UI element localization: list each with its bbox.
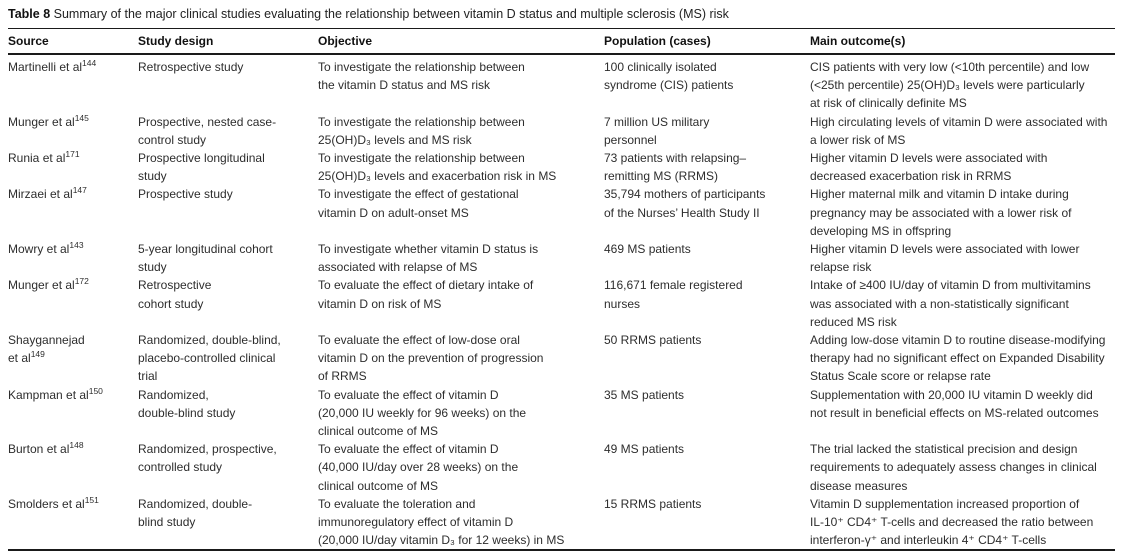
- citation-ref: 143: [69, 240, 84, 251]
- objective-cell: To evaluate the toleration and immunoreg…: [318, 496, 565, 548]
- table-row: Runia et al171 Prospective longitudinal s…: [8, 149, 1115, 185]
- column-header-objective: Objective: [318, 28, 604, 55]
- table-title-text: Summary of the major clinical studies ev…: [50, 7, 729, 21]
- outcome-cell: The trial lacked the statistical precisi…: [810, 442, 1097, 493]
- source-name: Burton et al: [8, 442, 70, 457]
- population-cell: 7 million US military personnel: [604, 114, 710, 147]
- study-design-cell: Retrospective cohort study: [138, 278, 212, 311]
- source-name: Shaygannejad et al: [8, 333, 85, 366]
- source-cell: Mowry et al143: [8, 240, 138, 276]
- outcome-cell: Adding low-dose vitamin D to routine dis…: [810, 333, 1106, 384]
- source-name: Mowry et al: [8, 242, 70, 257]
- population-cell: 73 patients with relapsing– remitting MS…: [604, 151, 747, 184]
- outcome-cell: Higher vitamin D levels were associated …: [810, 151, 1048, 184]
- source-cell: Runia et al171: [8, 149, 138, 185]
- column-header-main-outcome: Main outcome(s): [810, 28, 1115, 55]
- source-cell: Burton et al148: [8, 440, 138, 495]
- citation-ref: 144: [82, 58, 97, 68]
- table-header: Source Study design Objective Population…: [8, 28, 1115, 55]
- table-row: Munger et al172 Retrospective cohort stud…: [8, 276, 1115, 331]
- study-design-cell: Randomized, double-blind study: [138, 387, 236, 420]
- table-row: Kampman et al150 Randomized, double-blind…: [8, 386, 1115, 441]
- outcome-cell: Higher vitamin D levels were associated …: [810, 242, 1080, 275]
- source-name: Kampman et al: [8, 387, 89, 402]
- table-row: Martinelli et al144 Retrospective study To…: [8, 54, 1115, 113]
- source-cell: Mirzaei et al147: [8, 185, 138, 240]
- study-design-cell: Retrospective study: [138, 60, 244, 74]
- objective-cell: To investigate the relationship between …: [318, 114, 525, 147]
- table-title: Table 8 Summary of the major clinical st…: [8, 7, 1115, 21]
- study-design-cell: Prospective study: [138, 187, 233, 202]
- citation-ref: 149: [30, 349, 45, 360]
- population-cell: 116,671 female registered nurses: [604, 278, 743, 311]
- source-cell: Martinelli et al144: [8, 54, 138, 113]
- source-cell: Munger et al172: [8, 276, 138, 331]
- table-row: Smolders et al151 Randomized, double- bli…: [8, 495, 1115, 551]
- citation-ref: 172: [74, 276, 89, 287]
- table-number-label: Table 8: [8, 7, 51, 21]
- objective-cell: To evaluate the effect of vitamin D (40,…: [318, 442, 519, 493]
- study-design-cell: Prospective, nested case- control study: [138, 114, 277, 147]
- outcome-cell: Supplementation with 20,000 IU vitamin D…: [810, 387, 1099, 420]
- population-cell: 35 MS patients: [604, 387, 685, 402]
- study-design-cell: Prospective longitudinal study: [138, 151, 265, 184]
- header-row: Source Study design Objective Population…: [8, 28, 1115, 55]
- source-name: Mirzaei et al: [8, 187, 73, 202]
- outcome-cell: High circulating levels of vitamin D wer…: [810, 114, 1108, 147]
- source-cell: Kampman et al150: [8, 386, 138, 441]
- study-design-cell: 5-year longitudinal cohort study: [138, 242, 273, 275]
- study-design-cell: Randomized, double-blind, placebo-contro…: [138, 333, 281, 384]
- citation-ref: 150: [88, 385, 103, 396]
- column-header-study-design: Study design: [138, 28, 318, 55]
- column-header-population: Population (cases): [604, 28, 810, 55]
- source-cell: Smolders et al151: [8, 495, 138, 551]
- population-cell: 469 MS patients: [604, 242, 691, 257]
- population-cell: 35,794 mothers of participants of the Nu…: [604, 187, 766, 220]
- citation-ref: 145: [74, 112, 89, 123]
- citation-ref: 147: [72, 185, 87, 196]
- objective-cell: To evaluate the effect of vitamin D (20,…: [318, 387, 527, 439]
- objective-cell: To evaluate the effect of low-dose oral …: [318, 333, 544, 384]
- table-row: Munger et al145 Prospective, nested case-…: [8, 113, 1115, 149]
- outcome-cell: CIS patients with very low (<10th percen…: [810, 60, 1090, 111]
- table-row: Mowry et al143 5-year longitudinal cohort…: [8, 240, 1115, 276]
- population-cell: 100 clinically isolated syndrome (CIS) p…: [604, 60, 734, 93]
- objective-cell: To investigate the relationship between …: [318, 151, 557, 184]
- objective-cell: To investigate the relationship between …: [318, 60, 525, 93]
- citation-ref: 171: [65, 149, 80, 160]
- study-design-cell: Randomized, double- blind study: [138, 496, 253, 530]
- source-name: Runia et al: [8, 151, 66, 166]
- citation-ref: 151: [84, 494, 99, 505]
- table-row: Shaygannejad et al149 Randomized, double-…: [8, 331, 1115, 386]
- population-cell: 49 MS patients: [604, 442, 685, 457]
- population-cell: 15 RRMS patients: [604, 496, 702, 511]
- column-header-source: Source: [8, 28, 138, 55]
- source-name: Smolders et al: [8, 496, 85, 511]
- outcome-cell: Vitamin D supplementation increased prop…: [810, 496, 1094, 548]
- studies-table: Source Study design Objective Population…: [8, 28, 1115, 552]
- source-name: Munger et al: [8, 278, 75, 293]
- objective-cell: To investigate whether vitamin D status …: [318, 242, 539, 275]
- table-row: Mirzaei et al147 Prospective study To inve…: [8, 185, 1115, 240]
- population-cell: 50 RRMS patients: [604, 333, 702, 348]
- outcome-cell: Intake of ≥400 IU/day of vitamin D from …: [810, 278, 1091, 329]
- source-cell: Shaygannejad et al149: [8, 331, 138, 386]
- outcome-cell: Higher maternal milk and vitamin D intak…: [810, 187, 1072, 238]
- table-row: Burton et al148 Randomized, prospective, …: [8, 440, 1115, 495]
- citation-ref: 148: [69, 440, 84, 451]
- objective-cell: To evaluate the effect of dietary intake…: [318, 278, 534, 311]
- source-name: Martinelli et al: [8, 60, 83, 74]
- study-design-cell: Randomized, prospective, controlled stud…: [138, 442, 277, 475]
- source-name: Munger et al: [8, 114, 75, 129]
- table-body: Martinelli et al144 Retrospective study To…: [8, 54, 1115, 550]
- objective-cell: To investigate the effect of gestational…: [318, 187, 519, 220]
- source-cell: Munger et al145: [8, 113, 138, 149]
